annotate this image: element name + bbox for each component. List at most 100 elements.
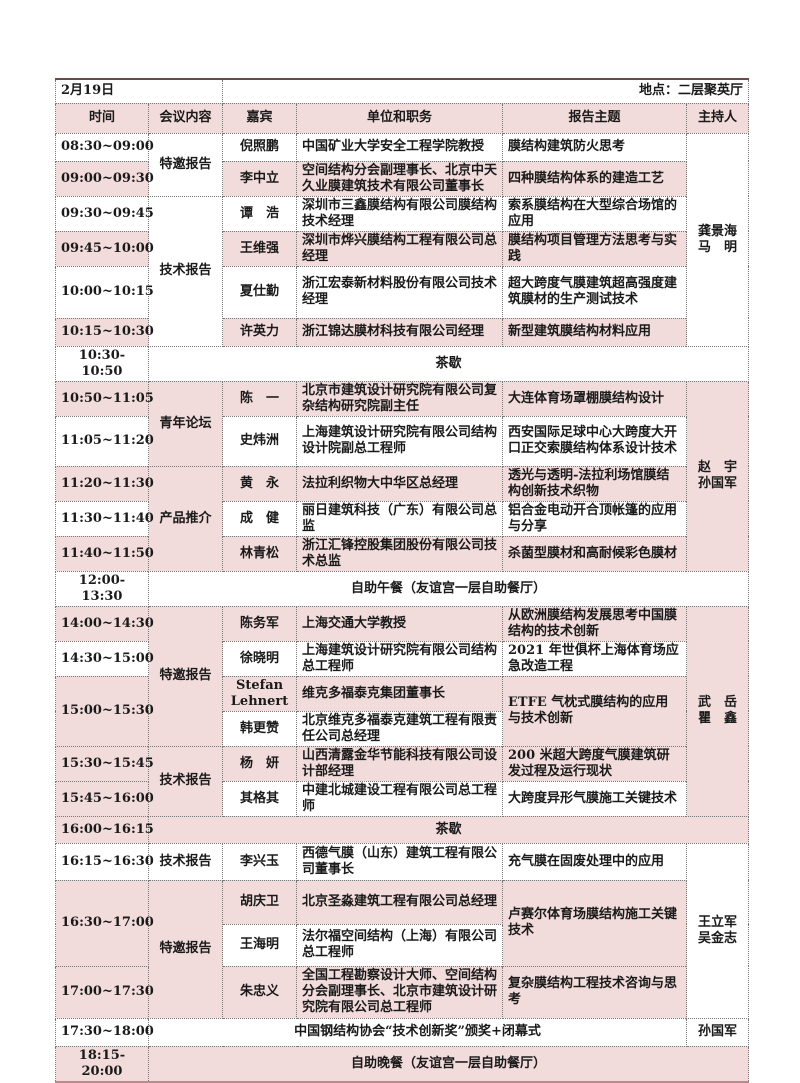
- unit: 北京市建筑设计研究院有限公司复杂结构研究院副主任: [296, 380, 504, 417]
- col-session: 会议内容: [147, 102, 224, 134]
- session: 特邀报告: [147, 605, 224, 747]
- guest: 李兴玉: [222, 842, 298, 881]
- time: 09:45~10:00: [55, 230, 154, 267]
- topic: 2021 年世俱杯上海体育场应急改造工程: [502, 640, 688, 677]
- table-row: 16:30~17:00 特邀报告 胡庆卫 北京圣淼建筑工程有限公司总经理 卢赛尔…: [55, 879, 749, 1019]
- time: 16:15~16:30: [55, 842, 154, 881]
- table-row: 10:50~11:05 青年论坛 陈 一 北京市建筑设计研究院有限公司复杂结构研…: [55, 380, 750, 572]
- guest: 朱忠义: [222, 965, 298, 1019]
- time: 10:30-10:50: [55, 345, 149, 382]
- guest: 王海明: [222, 923, 298, 967]
- unit: 中建北城建设工程有限公司总工程师: [296, 780, 504, 817]
- unit: 深圳市三鑫膜结构有限公司膜结构技术经理: [296, 195, 504, 232]
- guest: 杨 妍: [222, 745, 298, 782]
- time: 16:00~16:15: [55, 815, 154, 844]
- unit: 维克多福泰克集团董事长: [296, 675, 504, 712]
- time: 14:00~14:30: [55, 605, 154, 642]
- session: 特邀报告: [147, 879, 224, 1019]
- topic: 充气膜在固废处理中的应用: [502, 842, 688, 881]
- unit: 山西清露金华节能科技有限公司设计部经理: [296, 745, 504, 782]
- table-row: 08:30~09:00 特邀报告 倪照鹏 中国矿业大学安全工程学院教授 膜结构建…: [55, 132, 750, 347]
- topic: 四种膜结构体系的建造工艺: [502, 160, 688, 197]
- session: 特邀报告: [147, 132, 224, 197]
- unit: 浙江锦达膜材科技有限公司经理: [296, 317, 504, 347]
- table-row: 15:30~15:45 技术报告 杨 妍 山西清露金华节能科技有限公司设计部经理…: [55, 745, 749, 817]
- column-header-row: 时间 会议内容 嘉宾 单位和职务 报告主题 主持人: [55, 102, 750, 134]
- time: 11:05~11:20: [55, 415, 154, 467]
- time: 11:20~11:30: [55, 465, 154, 502]
- guest: Stefan Lehnert: [222, 675, 298, 712]
- time: 10:15~10:30: [55, 317, 154, 347]
- col-time: 时间: [55, 102, 149, 134]
- table-row: 韩更赞 北京维克多福泰克建筑工程有限责任公司总经理: [56, 710, 749, 747]
- topic: 大连体育场罩棚膜结构设计: [502, 380, 688, 417]
- table-row: 09:00~09:30 李中立 空间结构分会副理事长、北京中天久业膜建筑技术有限…: [55, 160, 749, 197]
- host: 武 岳 瞿 鑫: [686, 605, 750, 817]
- topic: 复杂膜结构工程技术咨询与思考: [502, 965, 688, 1019]
- venue: 地点：二层聚英厅: [222, 78, 750, 104]
- topic: 膜结构项目管理方法思考与实践: [502, 230, 688, 267]
- host: 孙国军: [686, 1017, 750, 1047]
- guest: 成 健: [222, 500, 298, 537]
- guest: 胡庆卫: [222, 879, 298, 925]
- table-row: 10:00~10:15 夏仕勤 浙江宏泰新材料股份有限公司技术经理 超大跨度气膜…: [55, 265, 749, 319]
- guest: 史炜洲: [222, 415, 298, 467]
- time: 10:00~10:15: [55, 265, 154, 319]
- time: 15:45~16:00: [55, 780, 154, 817]
- unit: 北京圣淼建筑工程有限公司总经理: [296, 879, 504, 925]
- topic: 新型建筑膜结构材料应用: [502, 317, 688, 347]
- table-row: 16:15~16:30 技术报告 李兴玉 西德气膜（山东）建筑工程有限公司董事长…: [55, 842, 750, 1019]
- ceremony-row: 17:30~18:00 中国钢结构协会“技术创新奖”颁奖+闭幕式 孙国军: [55, 1017, 750, 1047]
- guest: 倪照鹏: [222, 132, 298, 162]
- session: 技术报告: [147, 745, 224, 817]
- time: 10:50~11:05: [55, 380, 154, 417]
- time: 18:15-20:00: [55, 1045, 149, 1082]
- unit: 上海交通大学教授: [296, 605, 504, 642]
- ceremony-label: 中国钢结构协会“技术创新奖”颁奖+闭幕式: [147, 1017, 688, 1047]
- time: 09:30~09:45: [55, 195, 154, 232]
- topic: 杀菌型膜材和高耐候彩色膜材: [502, 535, 688, 572]
- unit: 上海建筑设计研究院有限公司结构总工程师: [296, 640, 504, 677]
- break-row: 12:00-13:30 自助午餐（友谊宫一层自助餐厅）: [55, 570, 750, 607]
- break-row: 18:15-20:00 自助晚餐（友谊宫一层自助餐厅）: [55, 1045, 750, 1082]
- host: 王立军 吴金志: [686, 842, 750, 1019]
- time: 15:30~15:45: [55, 745, 154, 782]
- date: 2月19日: [54, 78, 224, 104]
- table-row: 09:30~09:45 技术报告 谭 浩 深圳市三鑫膜结构有限公司膜结构技术经理…: [55, 195, 749, 347]
- unit: 空间结构分会副理事长、北京中天久业膜建筑技术有限公司董事长: [296, 160, 504, 197]
- time: 11:30~11:40: [55, 500, 154, 537]
- col-unit: 单位和职务: [296, 102, 504, 134]
- topic: 膜结构建筑防火思考: [502, 132, 688, 162]
- table-row: 17:00~17:30 朱忠义 全国工程勘察设计大师、空间结构分会副理事长、北京…: [55, 965, 749, 1019]
- table-row: 14:00~14:30 特邀报告 陈务军 上海交通大学教授 从欧洲膜结构发展思考…: [55, 605, 750, 817]
- unit: 中国矿业大学安全工程学院教授: [296, 132, 504, 162]
- host: 龚景海 马 明: [686, 132, 750, 347]
- guest: 徐晓明: [222, 640, 298, 677]
- break-label: 茶歇: [147, 815, 750, 844]
- guest: 韩更赞: [222, 710, 298, 747]
- host: 赵 宇 孙国军: [686, 380, 750, 572]
- unit: 法尔福空间结构（上海）有限公司总工程师: [296, 923, 504, 967]
- guest: 陈务军: [222, 605, 298, 642]
- guest: 林青松: [222, 535, 298, 572]
- time: 15:00~15:30: [55, 675, 154, 747]
- session: 产品推介: [147, 465, 224, 572]
- break-label: 自助午餐（友谊宫一层自助餐厅）: [147, 570, 750, 607]
- break-label: 茶歇: [147, 345, 750, 382]
- topic: 超大跨度气膜建筑超高强度建筑膜材的生产测试技术: [502, 265, 688, 319]
- schedule-table: 2月19日 地点：二层聚英厅 时间 会议内容 嘉宾 单位和职务 报告主题 主持人…: [54, 78, 750, 1083]
- table-row: 11:40~11:50 林青松 浙江汇锋控股集团股份有限公司技术总监 杀菌型膜材…: [55, 535, 749, 572]
- table-row: 14:30~15:00 徐晓明 上海建筑设计研究院有限公司结构总工程师 2021…: [55, 640, 749, 677]
- session: 技术报告: [147, 195, 224, 347]
- time: 14:30~15:00: [55, 640, 154, 677]
- topic: 从欧洲膜结构发展思考中国膜结构的技术创新: [502, 605, 688, 642]
- table-row: 09:45~10:00 王维强 深圳市烨兴膜结构工程有限公司总经理 膜结构项目管…: [55, 230, 749, 267]
- topic: ETFE 气枕式膜结构的应用与技术创新: [502, 675, 688, 747]
- unit: 浙江汇锋控股集团股份有限公司技术总监: [296, 535, 504, 572]
- break-row: 16:00~16:15 茶歇: [55, 815, 750, 844]
- guest: 其格其: [222, 780, 298, 817]
- session: 技术报告: [147, 842, 224, 881]
- unit: 浙江宏泰新材料股份有限公司技术经理: [296, 265, 504, 319]
- unit: 上海建筑设计研究院有限公司结构设计院副总工程师: [296, 415, 504, 467]
- table-row: 11:30~11:40 成 健 丽日建筑科技（广东）有限公司总监 铝合金电动开合…: [55, 500, 749, 537]
